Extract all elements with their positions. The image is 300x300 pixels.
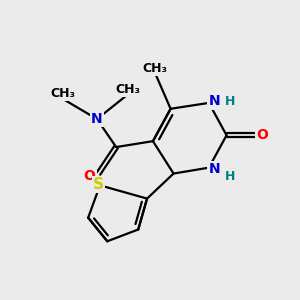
Text: H: H — [225, 170, 235, 183]
Text: H: H — [225, 95, 235, 108]
Text: N: N — [208, 94, 220, 108]
Text: CH₃: CH₃ — [51, 87, 76, 100]
Text: CH₃: CH₃ — [116, 82, 140, 95]
Text: CH₃: CH₃ — [142, 62, 167, 75]
Text: O: O — [84, 169, 96, 184]
Text: S: S — [93, 177, 104, 192]
Text: N: N — [91, 112, 103, 126]
Text: N: N — [208, 162, 220, 176]
Text: O: O — [256, 128, 268, 142]
